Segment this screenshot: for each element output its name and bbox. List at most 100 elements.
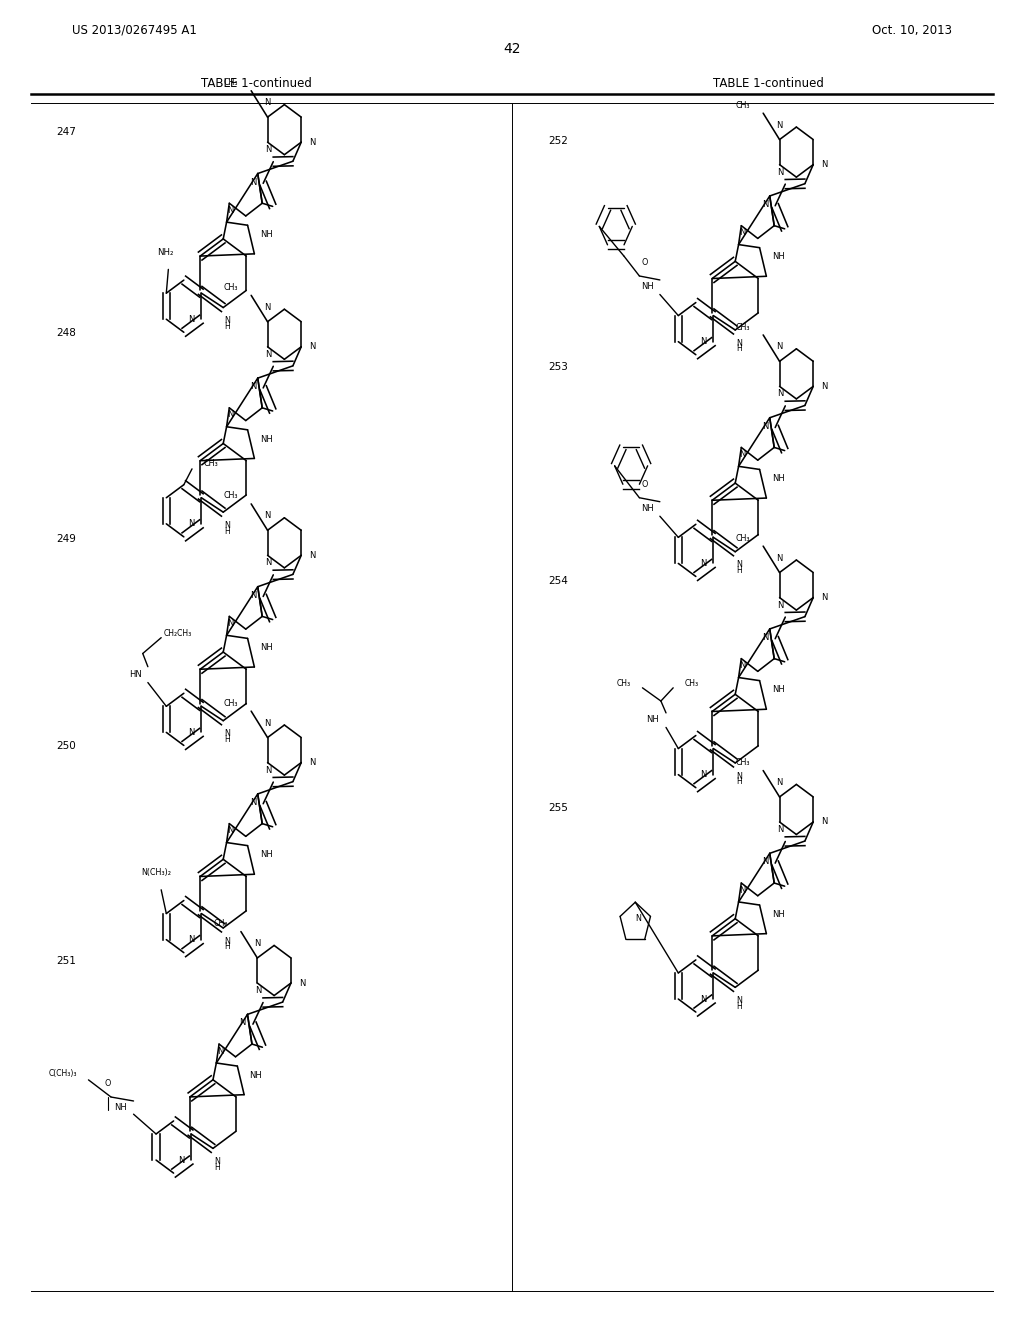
- Text: TABLE 1-continued: TABLE 1-continued: [713, 77, 823, 90]
- Text: N: N: [636, 913, 641, 923]
- Text: 42: 42: [503, 42, 521, 55]
- Text: N: N: [299, 978, 305, 987]
- Text: N: N: [821, 160, 827, 169]
- Text: N: N: [309, 758, 315, 767]
- Text: 250: 250: [56, 741, 76, 751]
- Text: N: N: [736, 338, 742, 347]
- Text: 247: 247: [56, 127, 76, 137]
- Text: N: N: [178, 1155, 184, 1164]
- Text: NH: NH: [646, 715, 659, 723]
- Text: NH: NH: [260, 643, 272, 652]
- Text: NH: NH: [772, 909, 784, 919]
- Text: TABLE 1-continued: TABLE 1-continued: [201, 77, 311, 90]
- Text: N: N: [777, 601, 783, 610]
- Text: N: N: [762, 857, 768, 866]
- Text: CH₃: CH₃: [213, 919, 227, 928]
- Text: CH₃: CH₃: [617, 680, 631, 688]
- Text: N: N: [240, 1018, 246, 1027]
- Text: N: N: [739, 886, 745, 895]
- Text: N: N: [739, 450, 745, 459]
- Text: N: N: [739, 661, 745, 671]
- Text: 253: 253: [548, 362, 567, 372]
- Text: N: N: [776, 553, 782, 562]
- Text: N: N: [250, 797, 256, 807]
- Text: N: N: [264, 302, 270, 312]
- Text: O: O: [641, 259, 648, 267]
- Text: N: N: [217, 1047, 223, 1056]
- Text: N: N: [250, 590, 256, 599]
- Text: H: H: [736, 345, 742, 354]
- Text: H: H: [736, 566, 742, 576]
- Text: N: N: [309, 342, 315, 351]
- Text: N: N: [214, 1156, 220, 1166]
- Text: 251: 251: [56, 956, 76, 966]
- Text: N: N: [265, 766, 271, 775]
- Text: 252: 252: [548, 136, 567, 147]
- Text: N: N: [736, 560, 742, 569]
- Text: N: N: [777, 825, 783, 834]
- Text: NH: NH: [772, 685, 784, 694]
- Text: NH: NH: [260, 434, 272, 444]
- Text: N: N: [188, 314, 195, 323]
- Text: N: N: [762, 199, 768, 209]
- Text: N: N: [250, 177, 256, 186]
- Text: H: H: [214, 1163, 220, 1172]
- Text: US 2013/0267495 A1: US 2013/0267495 A1: [72, 24, 197, 37]
- Text: H: H: [224, 735, 230, 744]
- Text: N: N: [254, 939, 260, 948]
- Text: N: N: [188, 935, 195, 944]
- Text: N: N: [265, 145, 271, 154]
- Text: N: N: [227, 619, 233, 628]
- Text: N: N: [250, 381, 256, 391]
- Text: CH₃: CH₃: [735, 322, 750, 331]
- Text: N: N: [227, 411, 233, 420]
- Text: NH: NH: [641, 504, 654, 512]
- Text: N: N: [700, 558, 707, 568]
- Text: N: N: [777, 389, 783, 399]
- Text: N: N: [265, 558, 271, 568]
- Text: 255: 255: [548, 803, 567, 813]
- Text: N: N: [227, 826, 233, 836]
- Text: CH₃: CH₃: [203, 459, 218, 469]
- Text: N: N: [224, 520, 230, 529]
- Text: N: N: [776, 777, 782, 787]
- Text: CH₃: CH₃: [223, 698, 238, 708]
- Text: NH: NH: [641, 282, 654, 290]
- Text: 248: 248: [56, 327, 76, 338]
- Text: N: N: [227, 206, 233, 215]
- Text: N: N: [255, 986, 261, 995]
- Text: CH₂CH₃: CH₂CH₃: [164, 630, 191, 638]
- Text: NH: NH: [114, 1104, 127, 1111]
- Text: NH: NH: [250, 1071, 262, 1080]
- Text: O: O: [104, 1080, 112, 1088]
- Text: 249: 249: [56, 533, 76, 544]
- Text: N: N: [776, 342, 782, 351]
- Text: NH: NH: [260, 850, 272, 859]
- Text: NH: NH: [772, 252, 784, 261]
- Text: N: N: [777, 168, 783, 177]
- Text: N: N: [188, 519, 195, 528]
- Text: N: N: [309, 550, 315, 560]
- Text: CH₃: CH₃: [223, 78, 238, 87]
- Text: N: N: [821, 593, 827, 602]
- Text: H: H: [224, 527, 230, 536]
- Text: CH₃: CH₃: [735, 100, 750, 110]
- Text: H: H: [736, 1002, 742, 1011]
- Text: N: N: [700, 337, 707, 346]
- Text: CH₃: CH₃: [685, 680, 698, 688]
- Text: Oct. 10, 2013: Oct. 10, 2013: [872, 24, 952, 37]
- Text: N: N: [736, 771, 742, 780]
- Text: N: N: [736, 995, 742, 1005]
- Text: N: N: [700, 994, 707, 1003]
- Text: N: N: [762, 632, 768, 642]
- Text: HN: HN: [129, 671, 142, 678]
- Text: NH₂: NH₂: [157, 248, 173, 256]
- Text: N: N: [821, 817, 827, 826]
- Text: CH₃: CH₃: [223, 282, 238, 292]
- Text: N: N: [224, 936, 230, 945]
- Text: H: H: [224, 942, 230, 952]
- Text: N: N: [821, 381, 827, 391]
- Text: N: N: [776, 120, 782, 129]
- Text: 254: 254: [548, 576, 567, 586]
- Text: NH: NH: [260, 230, 272, 239]
